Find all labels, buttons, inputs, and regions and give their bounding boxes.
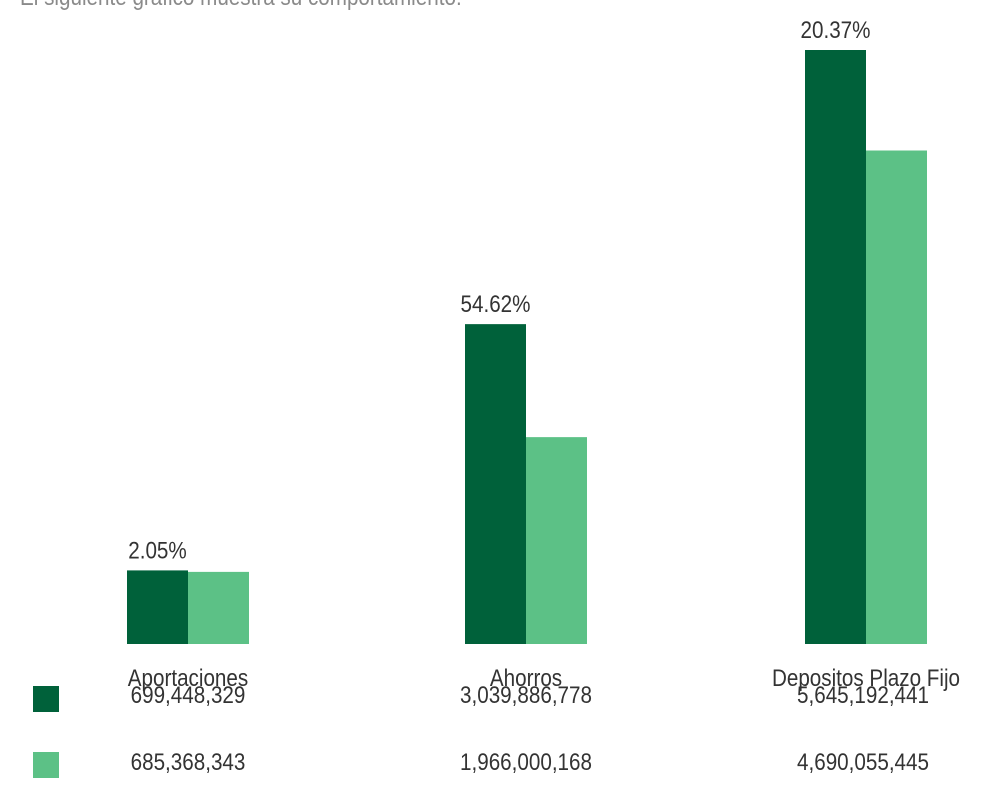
- value-series-1-depositos: 5,645,192,441: [797, 682, 929, 709]
- legend-swatch-series-2: [33, 752, 59, 778]
- category-label-1: Ahorros: [490, 665, 562, 692]
- legend-swatch-series-1: [33, 686, 59, 712]
- category-label-0: Aportaciones: [128, 665, 248, 692]
- value-series-2-aportaciones: 685,368,343: [130, 749, 246, 776]
- intro-text: El siguiente gráfico muestra su comporta…: [20, 0, 462, 12]
- value-series-2-ahorros: 1,966,000,168: [460, 749, 592, 776]
- value-series-1-aportaciones: 699,448,329: [130, 682, 246, 709]
- bar-series-1-1: [465, 324, 526, 644]
- value-series-1-ahorros: 3,039,886,778: [460, 682, 592, 709]
- growth-label-0: 2.05%: [128, 537, 187, 564]
- bar-series-2-1: [526, 437, 587, 644]
- growth-label-1: 54.62%: [461, 291, 531, 318]
- category-label-2: Depositos Plazo Fijo: [772, 665, 960, 692]
- value-series-2-depositos: 4,690,055,445: [797, 749, 929, 776]
- bar-chart: 2.05% Aportaciones 54.62% Ahorros 20.37% Depo…: [127, 17, 960, 692]
- bar-series-1-2: [805, 50, 866, 644]
- growth-label-2: 20.37%: [801, 17, 871, 44]
- bar-series-2-0: [188, 571, 249, 644]
- bar-series-1-0: [127, 570, 188, 644]
- bar-series-2-2: [866, 150, 927, 644]
